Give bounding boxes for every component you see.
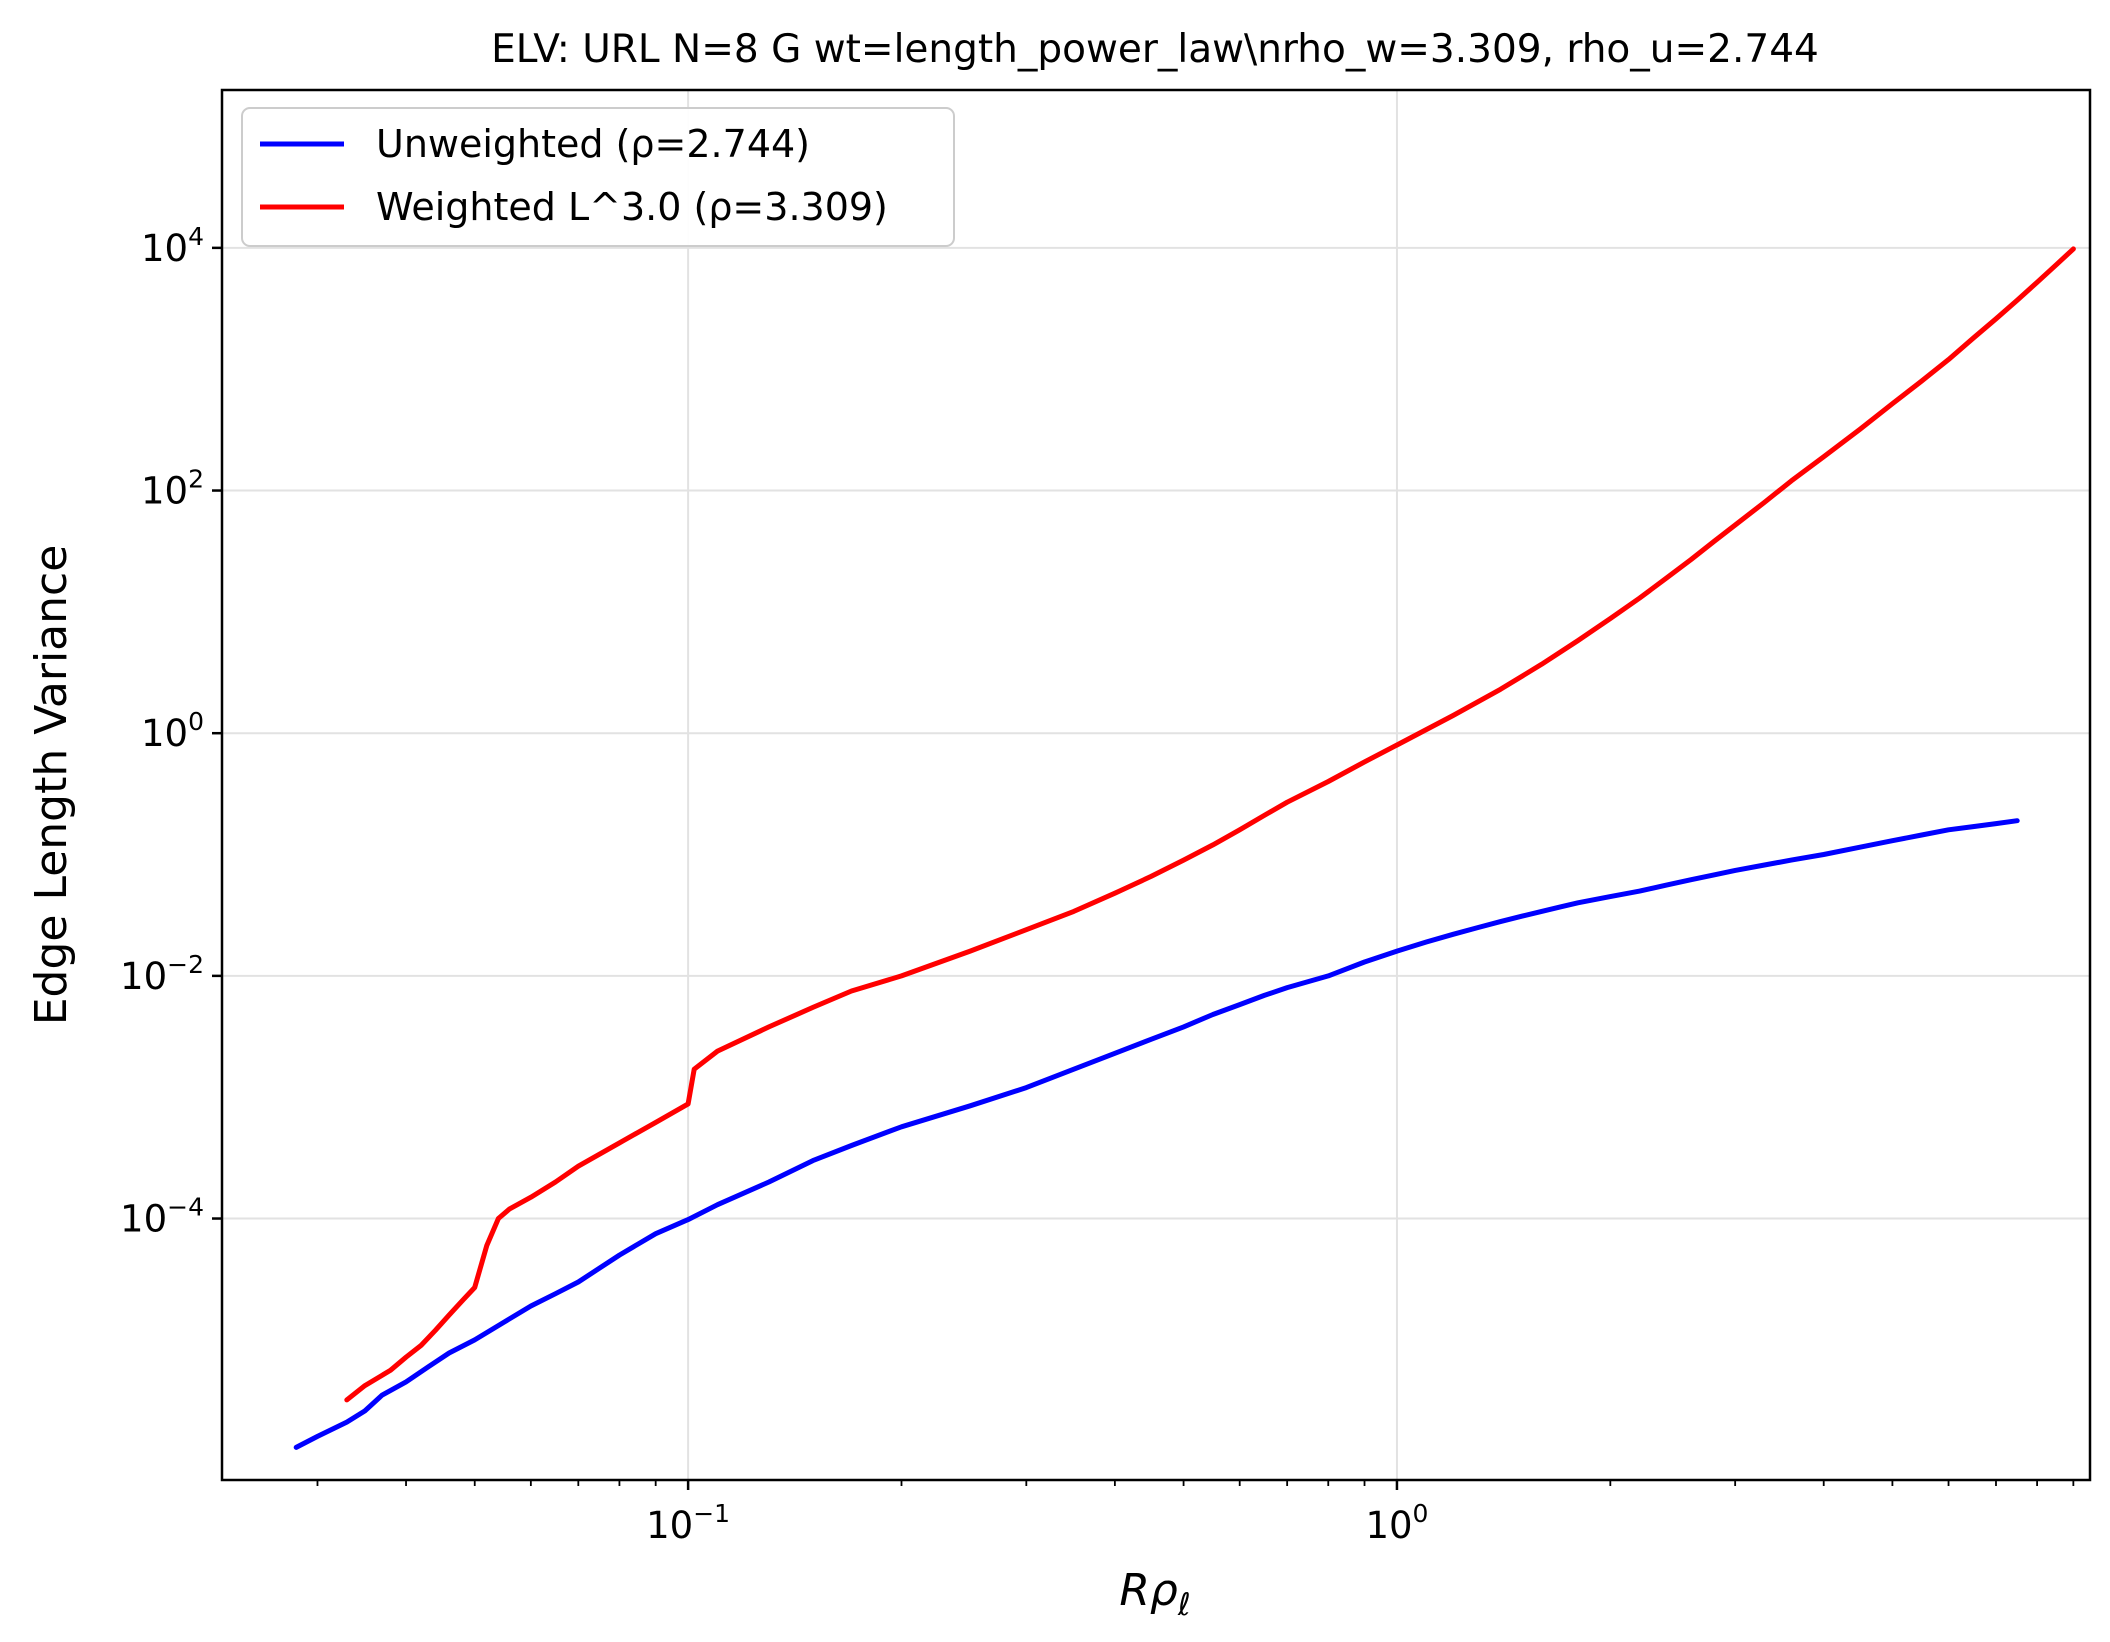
x-axis-label: Rρℓ bbox=[1119, 1565, 1190, 1623]
x-tick-label: 100 bbox=[1365, 1499, 1428, 1547]
x-tick-label: 10−1 bbox=[646, 1499, 730, 1547]
y-tick-label-exponent: 0 bbox=[188, 707, 204, 736]
y-tick-label-base: 10 bbox=[120, 955, 167, 998]
weighted-series-line bbox=[344, 246, 2076, 1403]
x-axis-label-subscript: ℓ bbox=[1177, 1587, 1191, 1623]
chart-title: ELV: URL N=8 G wt=length_power_law\nrho_… bbox=[491, 27, 1819, 72]
x-tick-label-base: 10 bbox=[1365, 1504, 1412, 1547]
y-tick-label-base: 10 bbox=[141, 712, 188, 755]
y-tick-label-base: 10 bbox=[141, 470, 188, 513]
y-tick-label: 10−4 bbox=[120, 1193, 204, 1241]
legend: Unweighted (ρ=2.744) Weighted L^3.0 (ρ=3… bbox=[241, 107, 955, 247]
x-axis-label-main: R bbox=[1119, 1565, 1150, 1616]
legend-box bbox=[241, 107, 955, 247]
y-tick-label: 100 bbox=[141, 707, 204, 755]
y-tick-label-exponent: 2 bbox=[188, 465, 204, 494]
y-tick-label: 104 bbox=[141, 222, 204, 270]
plot-background bbox=[222, 90, 2090, 1480]
y-tick-label: 10−2 bbox=[120, 950, 204, 998]
y-tick-label-base: 10 bbox=[141, 227, 188, 270]
y-tick-label-exponent: −4 bbox=[167, 1193, 204, 1222]
y-axis-label: Edge Length Variance bbox=[26, 545, 77, 1026]
unweighted-series-line bbox=[293, 818, 2020, 1450]
legend-label-weighted: Weighted L^3.0 (ρ=3.309) bbox=[376, 185, 888, 229]
x-axis-ticks: 10−1 100 bbox=[316, 1480, 2075, 1547]
x-tick-label-exponent: 0 bbox=[1413, 1499, 1429, 1528]
x-tick-label-exponent: −1 bbox=[693, 1499, 730, 1528]
legend-label-unweighted: Unweighted (ρ=2.744) bbox=[376, 122, 810, 166]
y-tick-label-exponent: 4 bbox=[188, 222, 204, 251]
y-tick-label: 102 bbox=[141, 465, 204, 513]
series-layer bbox=[293, 246, 2076, 1450]
y-tick-label-base: 10 bbox=[120, 1198, 167, 1241]
y-tick-label-exponent: −2 bbox=[167, 950, 204, 979]
x-tick-label-base: 10 bbox=[646, 1504, 693, 1547]
x-axis-label-greek: ρ bbox=[1150, 1565, 1178, 1616]
axes-frame bbox=[220, 88, 2092, 1482]
